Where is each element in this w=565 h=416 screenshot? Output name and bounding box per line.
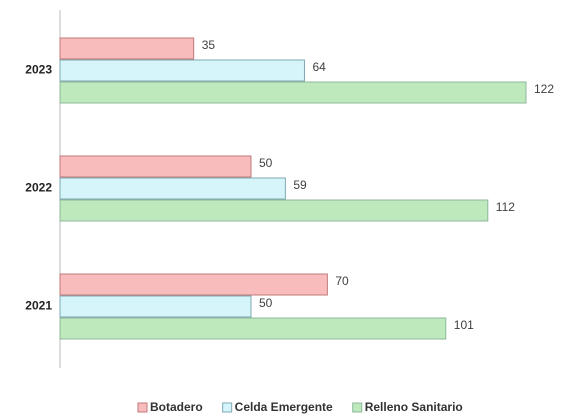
bar (59, 81, 527, 104)
value-label: 59 (293, 178, 307, 192)
value-label: 50 (259, 296, 273, 310)
bar (59, 295, 252, 318)
bar (59, 37, 195, 60)
legend-label: Celda Emergente (235, 400, 333, 414)
value-label: 70 (335, 274, 349, 288)
bar (59, 273, 328, 296)
bar (59, 155, 252, 178)
legend-swatch (352, 402, 363, 413)
bar (59, 317, 447, 340)
value-label: 112 (496, 200, 515, 214)
y-tick-label: 2023 (25, 63, 52, 77)
y-tick-label: 2022 (25, 181, 52, 195)
legend-label: Botadero (150, 400, 203, 414)
y-tick-label: 2021 (25, 299, 52, 313)
bar (59, 199, 489, 222)
legend-swatch (137, 402, 148, 413)
legend-label: Relleno Sanitario (365, 400, 463, 414)
value-label: 64 (312, 60, 326, 74)
value-label: 101 (454, 318, 474, 332)
value-label: 50 (259, 156, 273, 170)
value-label: 35 (202, 38, 216, 52)
legend-swatch (222, 402, 233, 413)
value-label: 122 (534, 82, 554, 96)
bar (59, 177, 286, 200)
bar (59, 59, 305, 82)
